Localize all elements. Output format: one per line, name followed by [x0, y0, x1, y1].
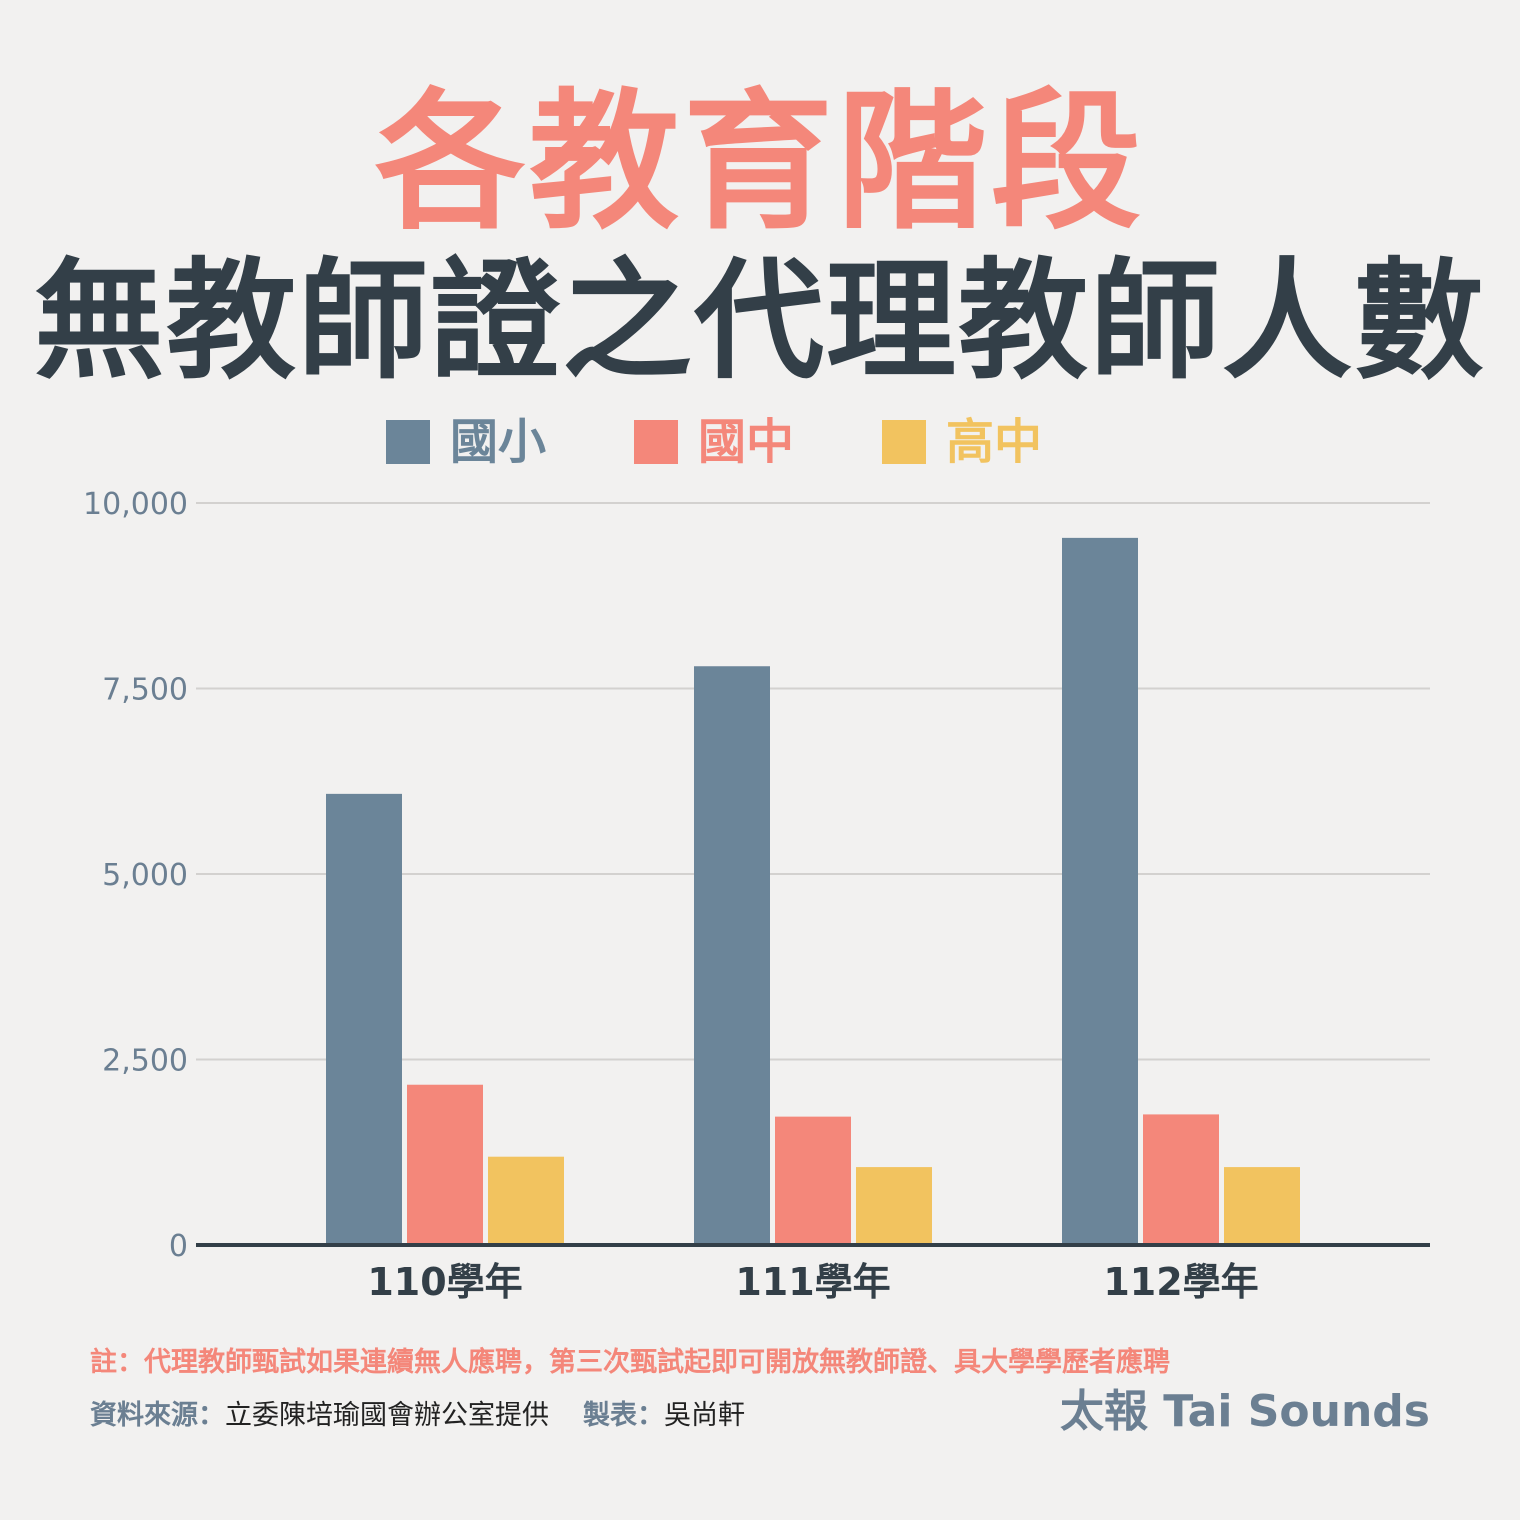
legend-item-elementary: 國小: [386, 410, 546, 474]
footnote: 註：代理教師甄試如果連續無人應聘，第三次甄試起即可開放無教師證、具大學學歷者應聘: [90, 1347, 1170, 1378]
y-tick-label: 5,000: [102, 858, 188, 893]
y-tick-label: 0: [169, 1229, 188, 1264]
bar-junior-high: [775, 1116, 851, 1245]
bar-elementary: [1062, 537, 1138, 1245]
legend-swatch-senior-high: [882, 420, 927, 464]
x-tick-label: 111學年: [735, 1260, 890, 1304]
source-line: 資料來源：立委陳培瑜國會辦公室提供 製表：吳尚軒: [90, 1396, 745, 1436]
legend-item-senior-high: 高中: [882, 410, 1042, 474]
legend-label-elementary: 國小: [450, 414, 547, 470]
x-tick-label: 112學年: [1103, 1260, 1258, 1304]
y-tick-label: 10,000: [83, 487, 188, 522]
bar-elementary: [326, 793, 402, 1245]
bar-junior-high: [1143, 1114, 1219, 1245]
brand-logo-text: 太報 Tai Sounds: [1059, 1386, 1430, 1437]
legend-swatch-elementary: [386, 420, 430, 464]
bar-senior-high: [488, 1156, 564, 1245]
legend-label-junior-high: 國中: [698, 414, 795, 470]
maker-label: 製表：: [583, 1400, 664, 1431]
source-value: 立委陳培瑜國會辦公室提供: [225, 1400, 549, 1431]
bar-chart: 0 2,500 5,000 7,500 10,000 110學年 111學年 112學年: [83, 487, 1430, 1304]
source-label: 資料來源：: [90, 1400, 225, 1431]
x-tick-label: 110學年: [367, 1260, 522, 1304]
y-tick-label: 2,500: [102, 1044, 188, 1079]
bar-junior-high: [407, 1084, 483, 1245]
y-tick-label: 7,500: [102, 673, 188, 708]
chart-legend: 國小 國中 高中: [386, 410, 1130, 474]
legend-label-senior-high: 高中: [946, 414, 1043, 470]
bar-senior-high: [1224, 1167, 1300, 1245]
legend-swatch-junior-high: [634, 420, 679, 464]
bar-senior-high: [856, 1167, 932, 1245]
bar-elementary: [694, 666, 770, 1245]
legend-item-junior-high: 國中: [634, 410, 794, 474]
page-title-accent: 各教育階段: [374, 76, 1145, 250]
page-title-main: 無教師證之代理教師人數: [33, 245, 1486, 397]
maker-value: 吳尚軒: [664, 1400, 745, 1431]
